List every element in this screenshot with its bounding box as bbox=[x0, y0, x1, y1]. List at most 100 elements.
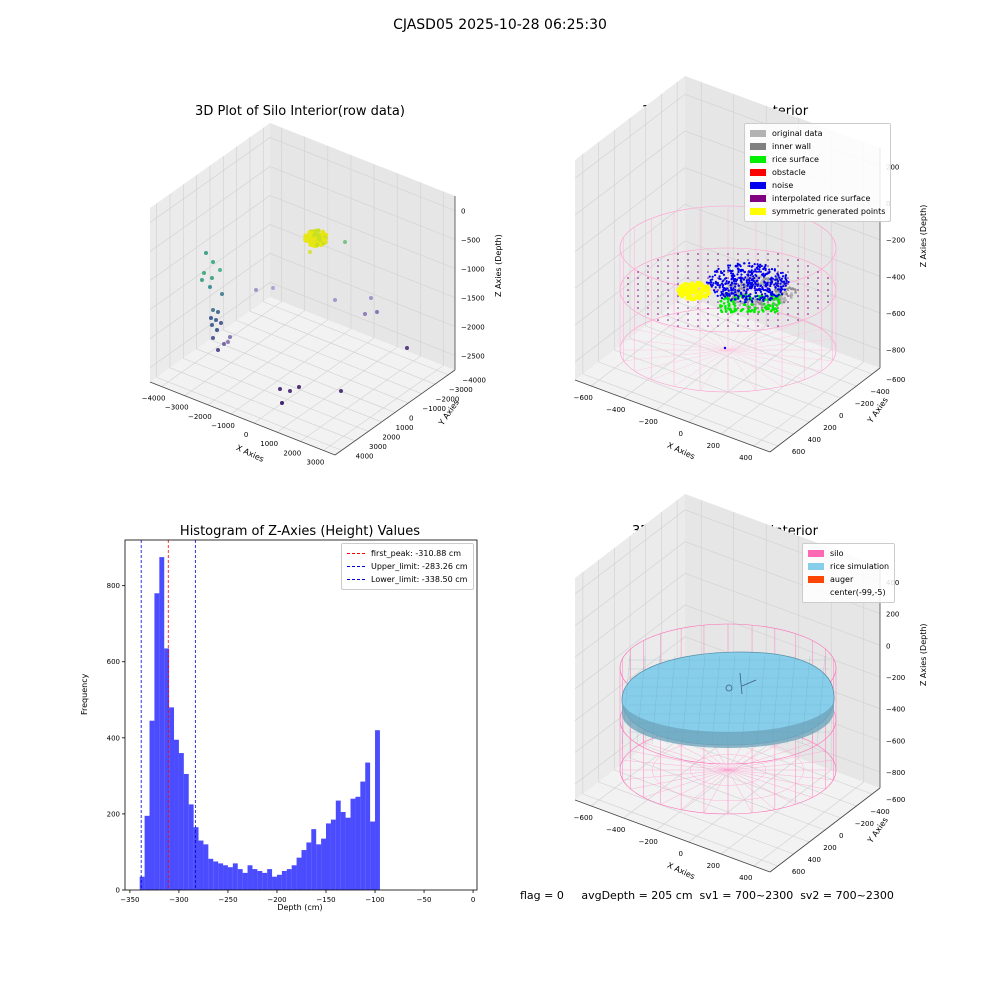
legend-entry: interpolated rice surface bbox=[750, 192, 885, 205]
histogram-bar bbox=[326, 823, 331, 890]
p2-noise-point bbox=[766, 287, 769, 290]
p2-noise-point bbox=[758, 265, 761, 268]
p2-silo-spoke bbox=[623, 338, 729, 351]
p2-interp-point bbox=[777, 265, 779, 267]
p1-point bbox=[316, 234, 322, 239]
p2-noise-point bbox=[784, 277, 787, 280]
p2-silo-spoke bbox=[727, 338, 833, 351]
p2-noise-point bbox=[778, 276, 781, 279]
legend-entry: noise bbox=[750, 179, 885, 192]
p2-interp-point bbox=[777, 325, 779, 327]
histogram-bar bbox=[174, 739, 179, 890]
p2-gray-point bbox=[737, 292, 740, 296]
p4-auger bbox=[739, 672, 743, 695]
p2-noise-point bbox=[737, 284, 740, 287]
p2-yellow-point bbox=[679, 291, 683, 295]
histogram-bar bbox=[218, 863, 224, 890]
p2-gray-point bbox=[790, 296, 793, 299]
p2-noise-point bbox=[723, 277, 727, 280]
p1-point bbox=[339, 389, 343, 393]
p4-silo-spoke bbox=[727, 769, 813, 798]
p2-noise-point bbox=[783, 288, 787, 291]
p2-interp-point bbox=[737, 319, 739, 321]
p1-point bbox=[303, 233, 308, 238]
histogram-bar bbox=[301, 850, 307, 890]
p2-silo-spoke bbox=[623, 349, 729, 362]
p1-grid-y bbox=[223, 329, 409, 404]
histogram-bar bbox=[188, 804, 194, 890]
p2-ytick: 0 bbox=[839, 412, 843, 420]
p2-noise-point bbox=[721, 293, 725, 296]
p2-ytick: 400 bbox=[808, 436, 821, 444]
p2-noise-point bbox=[746, 288, 749, 291]
legend-entry: original data bbox=[750, 127, 885, 140]
p2-noise-point bbox=[776, 280, 780, 283]
legend-swatch bbox=[750, 182, 766, 189]
p2-noise-point bbox=[726, 287, 729, 290]
p2-noise-point bbox=[741, 269, 745, 272]
p2-interp-point bbox=[677, 259, 679, 261]
p2-noise-point bbox=[755, 274, 758, 277]
p2-interp-point bbox=[627, 289, 629, 291]
p4-rice-edge bbox=[622, 700, 834, 748]
p4-grid-z bbox=[574, 572, 881, 658]
p2-xtick: −400 bbox=[606, 406, 625, 414]
p2-ztick: −400 bbox=[886, 273, 905, 281]
histogram-bar bbox=[178, 753, 184, 890]
p2-interp-point bbox=[827, 277, 829, 279]
p1-point bbox=[211, 260, 215, 264]
p2-interp-point bbox=[677, 307, 679, 309]
p2-noise-point bbox=[734, 282, 738, 285]
p2-interp-point bbox=[717, 289, 719, 291]
p4-mesh-line bbox=[711, 655, 721, 745]
p2-noise-point bbox=[727, 266, 730, 269]
p4-mesh-line bbox=[741, 655, 751, 745]
p2-interp-point bbox=[737, 313, 739, 315]
panel2-legend: original data inner wall rice surface obsta… bbox=[744, 123, 892, 222]
p2-noise-point bbox=[721, 284, 725, 287]
legend-swatch bbox=[808, 576, 824, 583]
p2-interp-point bbox=[647, 295, 649, 297]
p2-interp-point bbox=[757, 325, 759, 327]
p2-silo-spoke bbox=[727, 349, 757, 391]
p2-noise-point bbox=[748, 262, 751, 265]
p1-point bbox=[305, 237, 311, 242]
p1-point bbox=[308, 250, 312, 254]
p2-grid-y bbox=[645, 325, 841, 399]
p2-interp-point bbox=[817, 295, 819, 297]
p2-rice-point bbox=[740, 308, 744, 312]
histogram-bar bbox=[193, 827, 199, 890]
p2-noise-point bbox=[713, 274, 717, 277]
p2-interp-point bbox=[627, 301, 629, 303]
histogram-bar bbox=[247, 865, 253, 890]
histogram-bar bbox=[262, 872, 268, 890]
p2-silo-spoke bbox=[673, 349, 729, 387]
p2-noise-point bbox=[764, 292, 767, 295]
p2-interp-point bbox=[657, 277, 659, 279]
p2-noise-point bbox=[734, 288, 737, 291]
p2-yellow-point bbox=[700, 291, 704, 295]
p2-interp-point bbox=[697, 307, 699, 309]
p2-gray-point bbox=[780, 301, 783, 305]
p2-noise-point bbox=[748, 271, 751, 274]
p2-noise-point bbox=[735, 278, 739, 281]
p2-noise-point bbox=[716, 281, 719, 285]
p2-interp-point bbox=[677, 283, 679, 285]
p2-interp-point bbox=[677, 271, 679, 273]
p4-xtick: −600 bbox=[574, 814, 593, 822]
p2-interp-point bbox=[767, 253, 769, 255]
histogram-bar bbox=[272, 876, 277, 890]
p2-xtick: −200 bbox=[639, 418, 658, 426]
p2-xtick: −600 bbox=[574, 394, 593, 402]
p2-noise-point bbox=[777, 288, 780, 291]
p1-ztick: −500 bbox=[461, 237, 480, 245]
p2-noise-point bbox=[753, 270, 757, 273]
histogram-ytick: 0 bbox=[116, 887, 120, 895]
histogram-bar bbox=[306, 842, 312, 890]
legend-swatch bbox=[750, 208, 766, 215]
p2-interp-point bbox=[627, 283, 629, 285]
p2-rice-point bbox=[732, 310, 736, 313]
legend-label: rice surface bbox=[772, 155, 819, 164]
p2-interp-point bbox=[817, 283, 819, 285]
p1-grid-y bbox=[169, 367, 356, 442]
